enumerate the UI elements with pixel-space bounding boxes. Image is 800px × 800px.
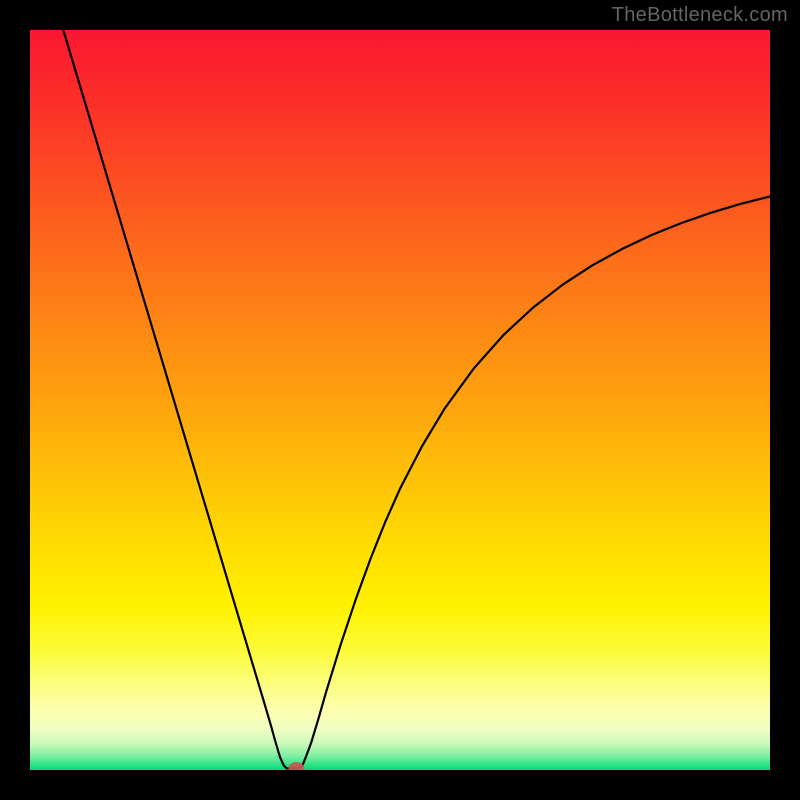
watermark-text: TheBottleneck.com xyxy=(612,4,788,27)
plot-svg xyxy=(30,30,770,770)
plot-area xyxy=(30,30,770,770)
gradient-background xyxy=(30,30,770,770)
chart-container: TheBottleneck.com xyxy=(0,0,800,800)
